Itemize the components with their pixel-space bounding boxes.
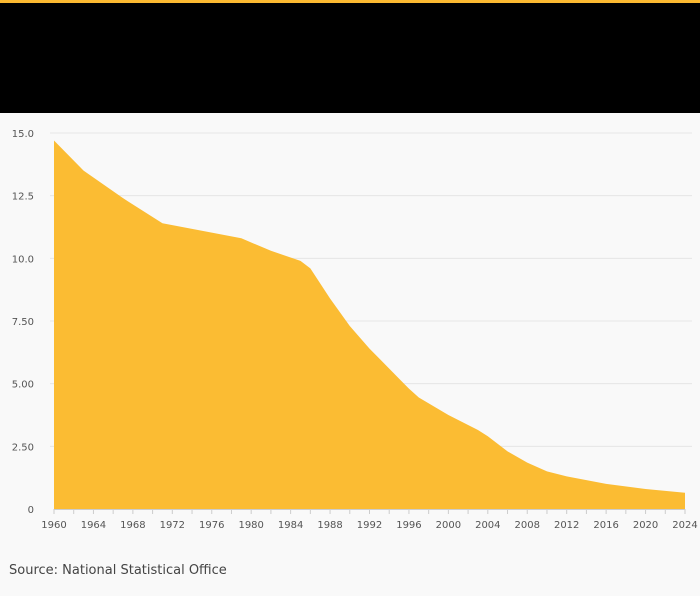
area-chart: 0 2.50 5.00 7.50 10.0 12.5 15.0 1960 1964 1968 197… bbox=[12, 129, 698, 531]
y-tick-label: 2.50 bbox=[12, 442, 34, 453]
chart-area: 0 2.50 5.00 7.50 10.0 12.5 15.0 1960 1964 1968 197… bbox=[0, 113, 700, 543]
x-tick-label: 2000 bbox=[436, 520, 461, 531]
x-tick-label: 2020 bbox=[633, 520, 658, 531]
source-note: Source: National Statistical Office bbox=[9, 563, 227, 578]
x-tick-label: 2004 bbox=[475, 520, 500, 531]
x-tick-label: 2008 bbox=[515, 520, 540, 531]
x-tick-label: 1960 bbox=[41, 520, 66, 531]
y-tick-label: 12.5 bbox=[12, 192, 34, 203]
accent-bar bbox=[0, 0, 700, 3]
x-tick-label: 1968 bbox=[120, 520, 145, 531]
y-tick-label: 0 bbox=[28, 505, 34, 516]
x-tick-label: 1972 bbox=[160, 520, 185, 531]
x-tick-label: 1988 bbox=[317, 520, 342, 531]
x-tick-label: 2024 bbox=[672, 520, 697, 531]
x-tick-label: 2016 bbox=[593, 520, 618, 531]
x-tick-label: 1980 bbox=[238, 520, 263, 531]
y-tick-label: 15.0 bbox=[12, 129, 34, 140]
area-series bbox=[54, 140, 685, 509]
y-tick-label: 5.00 bbox=[12, 380, 34, 391]
y-tick-label: 7.50 bbox=[12, 317, 34, 328]
x-tick-label: 1996 bbox=[396, 520, 421, 531]
y-tick-label: 10.0 bbox=[12, 254, 34, 265]
x-tick-label: 1976 bbox=[199, 520, 224, 531]
x-tick-label: 1984 bbox=[278, 520, 303, 531]
header-band bbox=[0, 3, 700, 113]
x-tick-label: 1992 bbox=[357, 520, 382, 531]
x-tick-label: 1964 bbox=[81, 520, 106, 531]
x-tick-label: 2012 bbox=[554, 520, 579, 531]
